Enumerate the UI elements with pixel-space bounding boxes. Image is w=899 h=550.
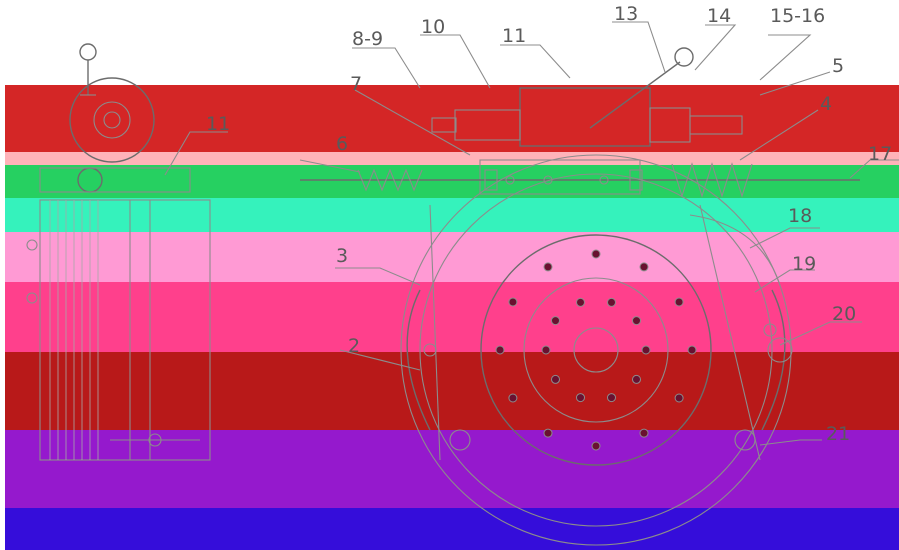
callout-13: 13 (614, 3, 638, 25)
callout-14: 14 (707, 5, 731, 27)
color-band (5, 508, 899, 550)
callout-labels: 8-9 10 11 13 14 15-16 5 4 7 6 17 18 3 19… (206, 3, 892, 445)
bolt-hole (607, 297, 616, 307)
callout-11-left: 11 (206, 113, 230, 135)
bolt-hole (495, 345, 505, 355)
callout-15-16: 15-16 (770, 5, 825, 27)
bolt-hole (543, 428, 553, 438)
bolt-hole (591, 441, 601, 451)
color-band (5, 152, 899, 165)
color-band (5, 198, 899, 232)
drum-bolt-holes (495, 249, 697, 451)
callout-19: 19 (792, 253, 816, 275)
bolt-hole (632, 374, 641, 384)
bolt-hole (674, 297, 684, 307)
callout-18: 18 (788, 205, 812, 227)
callout-8-9: 8-9 (352, 28, 383, 50)
bolt-hole (641, 345, 651, 355)
bolt-hole (543, 262, 553, 272)
color-band (5, 165, 899, 198)
callout-20: 20 (832, 303, 856, 325)
bolt-hole (639, 262, 649, 272)
bolt-hole (576, 393, 585, 403)
bolt-hole (674, 393, 684, 403)
color-band-layer (5, 85, 899, 550)
callout-3: 3 (336, 245, 348, 267)
callout-6: 6 (336, 133, 348, 155)
color-band (5, 430, 899, 508)
callout-7: 7 (350, 73, 362, 95)
callout-21: 21 (826, 423, 850, 445)
bolt-hole (508, 393, 518, 403)
color-band (5, 352, 899, 430)
color-band (5, 232, 899, 282)
bolt-hole (508, 297, 518, 307)
bolt-hole (576, 297, 585, 307)
callout-2: 2 (348, 335, 360, 357)
callout-17: 17 (868, 143, 892, 165)
callout-11: 11 (502, 25, 526, 47)
bolt-hole (551, 316, 560, 326)
bolt-hole (607, 393, 616, 403)
color-band (5, 282, 899, 352)
bolt-hole (632, 316, 641, 326)
line-work (26, 43, 860, 546)
bolt-hole (551, 374, 560, 384)
leader-lines (164, 21, 899, 446)
bolt-hole (541, 345, 551, 355)
callout-4: 4 (820, 93, 832, 115)
callout-5: 5 (832, 55, 844, 77)
callout-10: 10 (421, 16, 445, 38)
bolt-hole (687, 345, 697, 355)
bolt-hole (639, 428, 649, 438)
bolt-hole (591, 249, 601, 259)
